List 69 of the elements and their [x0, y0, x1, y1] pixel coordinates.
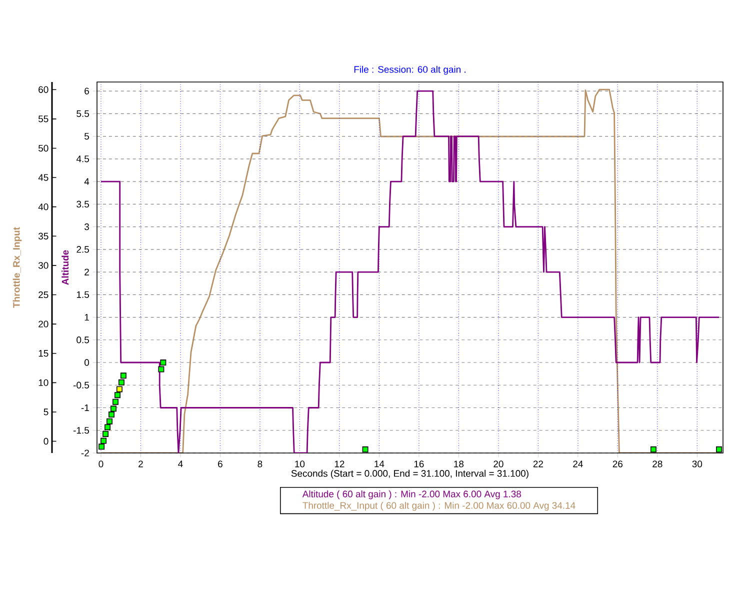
- point: [104, 424, 111, 430]
- y2-axis-title: Throttle_Rx_Input: [12, 227, 22, 308]
- y-tick-label: 2.5: [76, 246, 90, 253]
- point: [98, 444, 105, 450]
- x-tick-label: 20: [494, 460, 504, 468]
- y-tick-label: 5.5: [76, 110, 90, 117]
- x-tick-label: 12: [334, 460, 344, 468]
- y2-tick-label: 30: [38, 262, 48, 269]
- point: [106, 418, 113, 424]
- y-tick-label: 3.5: [76, 200, 90, 208]
- text: Altitude ( 60 alt gain ) : Min -2.00 Max 6.00 Avg 1.38: [302, 490, 521, 500]
- point: [116, 386, 122, 392]
- x-tick-label: 26: [612, 460, 623, 468]
- point: [100, 438, 107, 444]
- point: [120, 372, 126, 379]
- y-tick-label: 6: [84, 88, 89, 94]
- y2-tick-label: 15: [38, 350, 48, 357]
- y-tick-label: -0.5: [74, 382, 90, 388]
- y-tick-label: -1.5: [74, 427, 90, 434]
- x-tick-label: 10: [295, 460, 305, 468]
- y2-tick-label: 50: [38, 144, 48, 152]
- y-tick-label: 0: [84, 359, 90, 366]
- y-axis-title: Altitude: [62, 250, 69, 285]
- x-tick-label: 22: [533, 460, 543, 468]
- x-tick-label: 28: [652, 460, 662, 468]
- text: Throttle_Rx_Input ( 60 alt gain ) : Min -2.00 Max 60.00 Avg 34.14: [302, 502, 576, 511]
- y-tick-label: 5: [84, 132, 90, 140]
- y-tick-label: 1.5: [76, 291, 90, 298]
- point: [650, 446, 656, 452]
- point: [102, 431, 109, 437]
- y-tick-label: 4: [84, 178, 90, 185]
- x-tick-label: 6: [218, 460, 222, 468]
- y2-tick-label: 60: [38, 86, 48, 93]
- point: [118, 379, 124, 386]
- point: [108, 412, 114, 418]
- point: [362, 446, 368, 452]
- point: [716, 446, 722, 452]
- x-axis-title: Seconds (Start = 0.000, End = 31.100, Interval = 31.100): [291, 470, 528, 479]
- x-tick-label: 2: [138, 460, 143, 468]
- y-tick-label: -2: [81, 450, 89, 456]
- x-tick-label: 4: [178, 460, 183, 468]
- y-tick-label: -1: [81, 404, 89, 412]
- x-tick-label: 14: [374, 460, 384, 468]
- point: [160, 360, 166, 366]
- x-tick-label: 30: [692, 460, 702, 468]
- x-tick-label: 8: [258, 460, 262, 468]
- y2-tick-label: 20: [38, 320, 48, 328]
- y2-tick-label: 45: [38, 174, 48, 181]
- y2-tick-label: 35: [38, 232, 48, 240]
- point: [114, 392, 120, 398]
- y2-tick-label: 40: [38, 203, 48, 210]
- y-tick-label: 1: [84, 314, 89, 321]
- x-tick-label: 16: [414, 460, 424, 468]
- y2-tick-label: 25: [38, 291, 48, 298]
- point: [112, 398, 118, 405]
- y2-tick-label: 10: [38, 379, 48, 386]
- y-tick-label: 0.5: [76, 336, 90, 344]
- x-tick-label: 24: [573, 460, 583, 468]
- point: [158, 366, 164, 372]
- x-tick-label: 0: [98, 460, 104, 468]
- point: [110, 406, 116, 412]
- y2-tick-label: 0: [44, 438, 48, 445]
- y-tick-label: 4.5: [76, 156, 90, 162]
- y2-tick-label: 55: [38, 116, 48, 122]
- x-tick-label: 18: [454, 460, 464, 468]
- y2-tick-label: 5: [44, 408, 48, 416]
- y-tick-label: 2: [84, 268, 89, 276]
- chart-title: File : Session: 60 alt gain .: [354, 66, 466, 75]
- y-tick-label: 3: [84, 223, 89, 230]
